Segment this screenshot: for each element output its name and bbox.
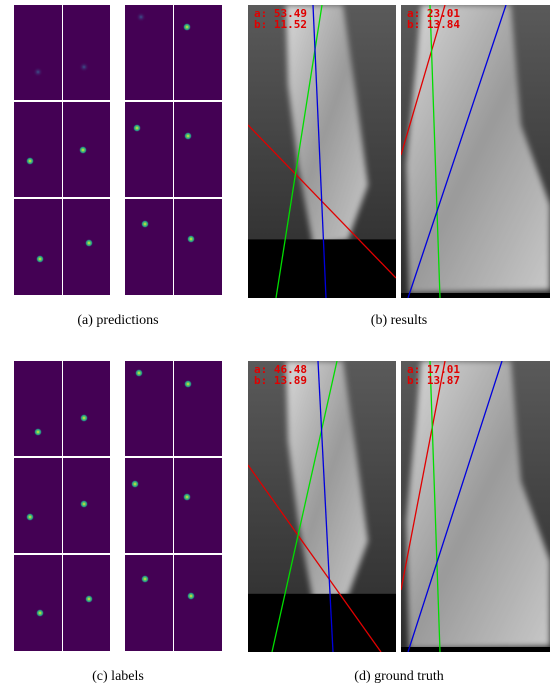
heatmap-peak xyxy=(184,380,192,388)
heatmap-peak xyxy=(36,255,44,263)
heatmap-peak xyxy=(141,575,149,583)
heatmap-cell xyxy=(125,199,173,295)
heatmap-cell xyxy=(125,361,173,456)
caption: (c) labels xyxy=(92,669,144,684)
heatmap-cell xyxy=(63,361,110,456)
heatmap-cell xyxy=(174,361,222,456)
heatmap-cell xyxy=(174,199,222,295)
angle-b: b: 13.84 xyxy=(407,18,460,31)
heatmap-peak xyxy=(135,369,143,377)
heatmap-peak xyxy=(26,157,34,165)
caption: (a) predictions xyxy=(77,313,158,328)
angle-b: b: 11.52 xyxy=(254,18,307,31)
heatmap-cell xyxy=(63,199,110,295)
heatmap-peak xyxy=(133,124,141,132)
heatmap-peak xyxy=(80,414,88,422)
heatmap-cell xyxy=(125,102,173,197)
xray-black xyxy=(248,239,396,299)
heatmap-cell xyxy=(14,458,62,553)
heatmap-peak xyxy=(33,67,43,77)
heatmap-cell xyxy=(174,5,222,100)
heatmap-peak xyxy=(187,235,195,243)
xray-image xyxy=(401,5,550,299)
xray-black xyxy=(401,647,550,653)
heatmap-cell xyxy=(174,555,222,651)
caption: (d) ground truth xyxy=(354,669,443,684)
heatmap-peak xyxy=(183,493,191,501)
heatmap-peak xyxy=(136,12,146,22)
heatmap-cell xyxy=(174,458,222,553)
xray-black xyxy=(248,594,396,653)
heatmap-peak xyxy=(85,595,93,603)
heatmap-peak xyxy=(26,513,34,521)
heatmap-cell xyxy=(125,555,173,651)
xray-image xyxy=(248,361,396,653)
heatmap-peak xyxy=(36,609,44,617)
heatmap-peak xyxy=(141,220,149,228)
heatmap-cell xyxy=(125,5,173,100)
heatmap-peak xyxy=(80,500,88,508)
xray-black xyxy=(401,293,550,299)
caption: (b) results xyxy=(371,313,427,328)
xray-image xyxy=(401,361,550,653)
heatmap-peak xyxy=(183,23,191,31)
heatmap-peak xyxy=(131,480,139,488)
page: a: 53.49b: 11.52a: 23.01b: 13.84a: 46.48… xyxy=(0,0,550,687)
heatmap-cell xyxy=(14,102,62,197)
figure: a: 53.49b: 11.52a: 23.01b: 13.84a: 46.48… xyxy=(0,0,550,687)
heatmap-peak xyxy=(85,239,93,247)
heatmap-cell xyxy=(14,199,62,295)
heatmap-cell xyxy=(125,458,173,553)
heatmap-peak xyxy=(79,146,87,154)
xray-image xyxy=(248,5,396,299)
heatmap-peak xyxy=(34,428,42,436)
heatmap-cell xyxy=(14,555,62,651)
heatmap-peak xyxy=(79,62,89,72)
heatmap-peak xyxy=(184,132,192,140)
heatmap-cell xyxy=(14,5,62,100)
heatmap-cell xyxy=(63,5,110,100)
heatmap-cell xyxy=(14,361,62,456)
heatmap-cell xyxy=(174,102,222,197)
heatmap-cell xyxy=(63,555,110,651)
angle-b: b: 13.89 xyxy=(254,374,307,387)
angle-b: b: 13.87 xyxy=(407,374,460,387)
heatmap-peak xyxy=(187,592,195,600)
